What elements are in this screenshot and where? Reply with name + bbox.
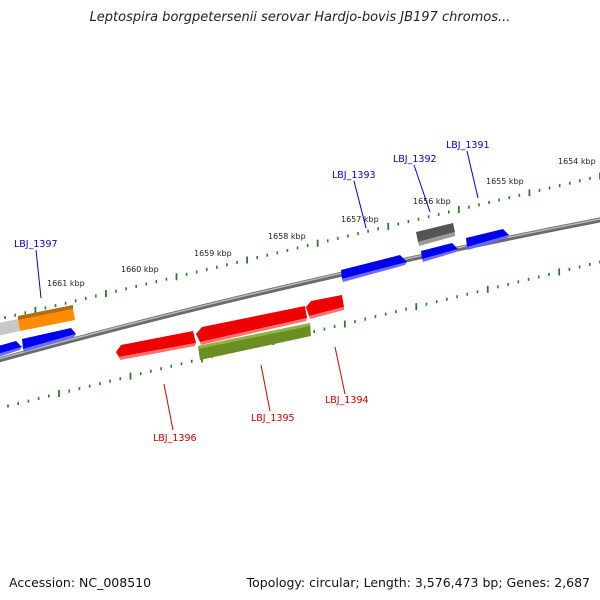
scale-labels: 1654 kbp 1655 kbp 1656 kbp 1657 kbp 1658… <box>47 157 596 288</box>
gene-arrow-lbj-1396[interactable] <box>116 331 196 357</box>
gene-label-lbj-1393[interactable]: LBJ_1393 <box>332 170 376 181</box>
gene-arrow-lbj-1391[interactable] <box>466 229 509 247</box>
scale-label-1655: 1655 kbp <box>486 177 524 186</box>
gene-label-lbj-1396[interactable]: LBJ_1396 <box>153 433 197 444</box>
label-leaders <box>35 150 479 431</box>
gene-arrow-left-partial[interactable] <box>0 341 22 354</box>
gene-arrow-pseudo[interactable] <box>416 223 455 242</box>
scale-label-1654: 1654 kbp <box>558 157 596 166</box>
reverse-strand-genes[interactable] <box>116 295 344 360</box>
forward-strand-genes[interactable] <box>0 223 509 357</box>
scale-label-1658: 1658 kbp <box>268 232 306 241</box>
gene-arrow-partial-orange[interactable] <box>18 309 75 331</box>
gene-arrow-lbj-1395[interactable] <box>196 306 307 342</box>
gene-label-lbj-1391[interactable]: LBJ_1391 <box>446 140 490 151</box>
gene-label-lbj-1392[interactable]: LBJ_1392 <box>393 154 437 165</box>
gene-arrow-lbj-1397[interactable] <box>22 328 76 349</box>
gene-arrow-lbj-1392[interactable] <box>421 243 458 259</box>
accession-text: Accession: NC_008510 <box>9 575 152 590</box>
gene-arrow-lbj-1394[interactable] <box>306 295 344 316</box>
scale-label-1659: 1659 kbp <box>194 249 232 258</box>
scale-label-1660: 1660 kbp <box>121 265 159 274</box>
gene-label-lbj-1395[interactable]: LBJ_1395 <box>251 413 295 424</box>
scale-label-1661: 1661 kbp <box>47 279 85 288</box>
scale-ring-outer <box>4 172 600 320</box>
gene-arrow-rna[interactable] <box>198 323 311 360</box>
map-title: Leptospira borgpetersenii serovar Hardjo… <box>89 10 511 25</box>
summary-text: Topology: circular; Length: 3,576,473 bp… <box>246 575 590 590</box>
scale-label-1656: 1656 kbp <box>413 197 451 206</box>
gene-label-lbj-1394[interactable]: LBJ_1394 <box>325 395 369 406</box>
chromosome-backbone <box>0 217 600 363</box>
gene-labels: LBJ_1391 LBJ_1392 LBJ_1393 LBJ_1397 LBJ_… <box>14 140 490 444</box>
gene-arrow-lbj-1393[interactable] <box>341 255 407 279</box>
scale-label-1657: 1657 kbp <box>341 215 379 224</box>
gene-arrow-partial-gray[interactable] <box>0 319 20 336</box>
gene-label-lbj-1397[interactable]: LBJ_1397 <box>14 239 58 250</box>
